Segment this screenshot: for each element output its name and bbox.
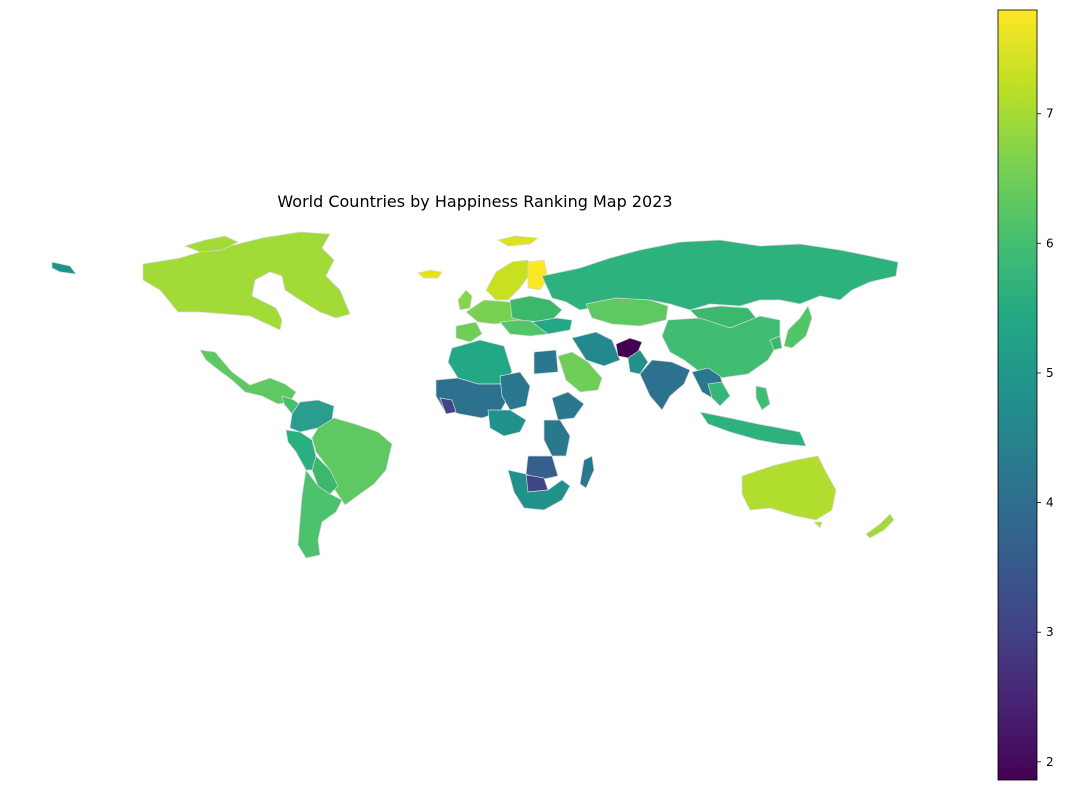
country-norway-sweden (485, 259, 531, 301)
country-alaska-islands (51, 261, 77, 275)
country-zambia-region (525, 455, 559, 481)
country-canada (142, 231, 351, 331)
country-indonesia (699, 411, 807, 447)
colorbar-tick-label: 3 (1046, 625, 1054, 639)
chart-title: World Countries by Happiness Ranking Map… (277, 192, 672, 211)
country-turkey (531, 317, 573, 335)
colorbar-tick-label: 4 (1046, 496, 1054, 510)
country-eastern-europe (509, 295, 563, 323)
country-shapes (51, 231, 899, 559)
colorbar-ticks: 2 3 4 5 6 7 (1037, 107, 1054, 769)
country-southern-africa (507, 469, 571, 511)
country-finland (527, 259, 549, 291)
country-saudi-arabia (557, 351, 603, 393)
country-central-africa (487, 409, 527, 437)
country-philippines (755, 385, 771, 411)
country-west-coast (439, 397, 457, 415)
country-korea (769, 335, 783, 351)
country-argentina-chile (297, 469, 343, 559)
colorbar: 2 3 4 5 6 7 (997, 9, 1054, 781)
country-uk-ireland (457, 289, 473, 311)
country-middle-east (533, 349, 559, 375)
country-greenland-edge (183, 235, 239, 253)
country-vietnam-thai (707, 381, 731, 407)
country-india (639, 359, 691, 411)
colorbar-tick-label: 6 (1046, 236, 1054, 250)
country-new-zealand (865, 513, 895, 539)
country-china (661, 315, 781, 379)
country-tasmania (813, 521, 823, 529)
colorbar-tick-label: 5 (1046, 366, 1054, 380)
country-pakistan (627, 349, 649, 375)
country-kazakhstan (585, 297, 669, 327)
country-ethiopia (551, 391, 585, 421)
country-central-north-africa (499, 371, 531, 411)
colorbar-tick-label: 7 (1046, 107, 1054, 121)
country-iberia (455, 321, 483, 343)
colorbar-gradient (997, 9, 1038, 781)
country-australia (741, 455, 837, 521)
country-madagascar (579, 455, 595, 489)
colorbar-tick-label: 2 (1046, 755, 1054, 769)
country-japan (783, 305, 813, 349)
country-east-africa (543, 419, 571, 457)
country-brazil (311, 417, 393, 506)
country-svalbard (497, 235, 539, 247)
country-usa-mexico (199, 349, 297, 405)
country-russia (541, 239, 899, 311)
country-iceland (417, 269, 443, 279)
country-iran (571, 331, 621, 367)
